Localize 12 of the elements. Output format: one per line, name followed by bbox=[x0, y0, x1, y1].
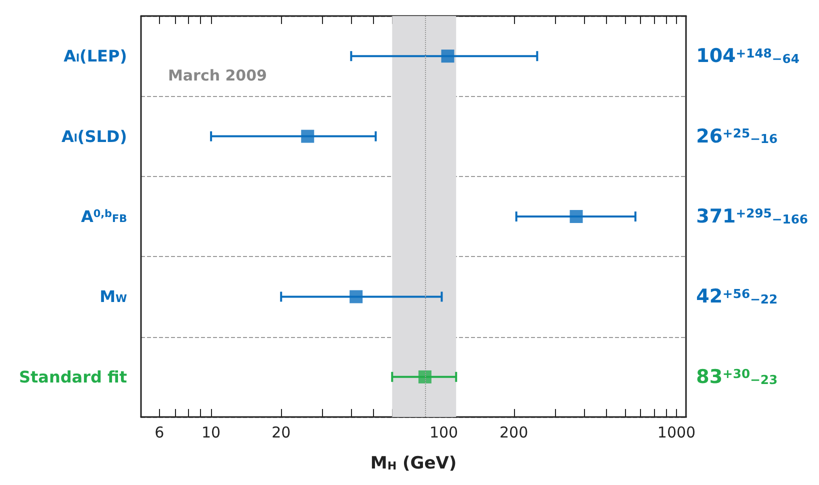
y-tick-label: Al(SLD) bbox=[61, 126, 127, 146]
x-tick-label: 200 bbox=[500, 424, 528, 442]
x-tick-label: 100 bbox=[429, 424, 458, 442]
y-tick-label: Al(LEP) bbox=[64, 46, 128, 66]
y-tick-label: Standard fit bbox=[18, 367, 128, 386]
x-tick-label: 10 bbox=[202, 424, 221, 442]
annotation: March 2009 bbox=[168, 66, 267, 84]
x-tick-label: 20 bbox=[272, 424, 291, 442]
x-tick-label: 1000 bbox=[657, 424, 696, 442]
x-tick-label: 6 bbox=[154, 424, 164, 442]
x-axis-title: MH (GeV) bbox=[370, 454, 457, 474]
y-tick-label: MW bbox=[100, 287, 128, 306]
